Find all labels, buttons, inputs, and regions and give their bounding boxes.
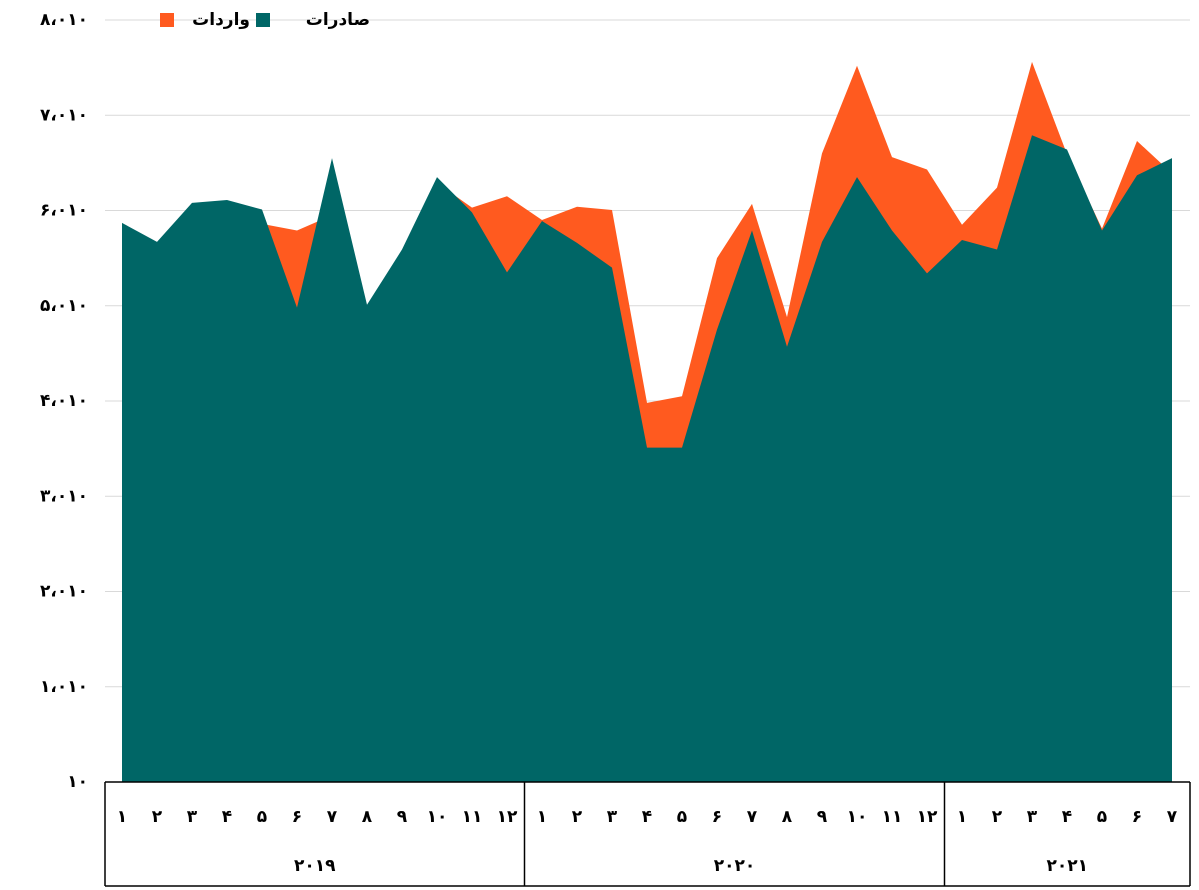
x-tick-label: ۴	[1062, 807, 1072, 827]
x-tick-label: ۲	[572, 807, 583, 827]
x-tick-label: ۸	[782, 807, 793, 827]
x-tick-label: ۵	[1097, 807, 1107, 827]
y-tick-label: ۳،۰۱۰	[40, 486, 88, 506]
x-tick-label: ۸	[362, 807, 373, 827]
x-tick-label: ۳	[1027, 807, 1038, 827]
x-tick-label: ۱	[117, 807, 127, 827]
x-tick-label: ۴	[642, 807, 652, 827]
x-tick-label: ۶	[292, 807, 302, 827]
legend-label: واردات	[192, 10, 250, 30]
x-tick-label: ۶	[1132, 807, 1142, 827]
x-tick-label: ۵	[257, 807, 267, 827]
y-tick-label: ۱،۰۱۰	[40, 677, 88, 697]
x-tick-label: ۱۰	[427, 807, 448, 827]
x-tick-label: ۳	[187, 807, 198, 827]
x-tick-label: ۱۲	[497, 807, 518, 827]
x-tick-label: ۲	[992, 807, 1003, 827]
y-tick-label: ۵،۰۱۰	[40, 296, 88, 316]
y-tick-label: ۴،۰۱۰	[40, 391, 88, 411]
x-tick-label: ۳	[607, 807, 618, 827]
y-tick-label: ۲،۰۱۰	[40, 582, 88, 602]
x-tick-label: ۲	[152, 807, 163, 827]
x-tick-label: ۷	[327, 807, 338, 827]
x-tick-label: ۱۱	[462, 807, 483, 827]
legend-swatch	[160, 13, 174, 27]
x-group-label: ۲۰۱۹	[294, 856, 336, 876]
x-tick-label: ۷	[747, 807, 758, 827]
y-tick-label: ۷،۰۱۰	[40, 105, 88, 125]
x-group-label: ۲۰۲۱	[1046, 856, 1088, 876]
x-tick-label: ۱	[957, 807, 967, 827]
x-tick-label: ۱۲	[917, 807, 938, 827]
x-group-label: ۲۰۲۰	[714, 856, 756, 876]
x-tick-label: ۱	[537, 807, 547, 827]
y-tick-label: ۸،۰۱۰	[40, 10, 88, 30]
x-tick-label: ۴	[222, 807, 232, 827]
x-tick-label: ۹	[817, 807, 828, 827]
area	[122, 135, 1172, 782]
x-tick-label: ۵	[677, 807, 687, 827]
x-tick-label: ۱۰	[847, 807, 868, 827]
y-tick-label: ۶،۰۱۰	[40, 201, 88, 221]
x-tick-label: ۷	[1167, 807, 1178, 827]
legend-label: صادرات	[306, 10, 370, 30]
legend-swatch	[256, 13, 270, 27]
x-tick-label: ۱۱	[882, 807, 903, 827]
y-tick-label: ۱۰	[67, 772, 88, 792]
x-tick-label: ۶	[712, 807, 722, 827]
x-tick-label: ۹	[397, 807, 408, 827]
